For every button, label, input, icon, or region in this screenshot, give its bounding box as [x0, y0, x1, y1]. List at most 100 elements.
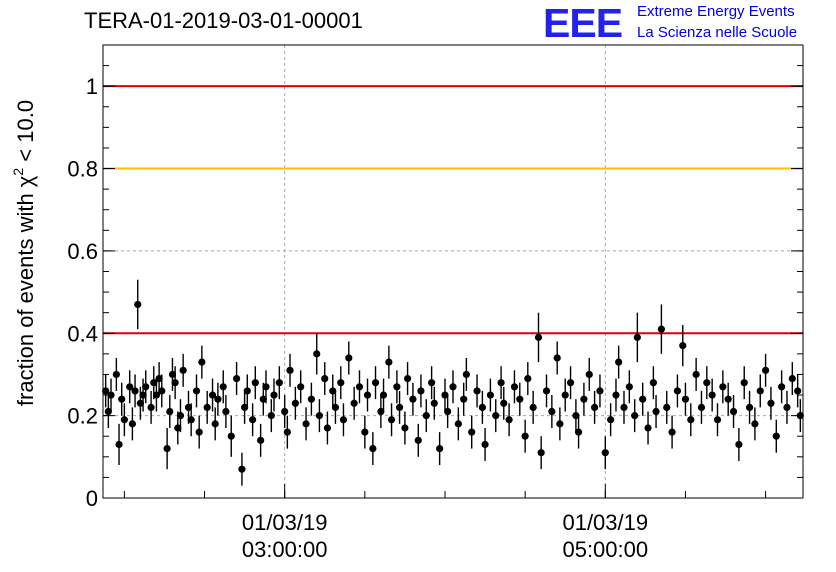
data-point [152, 391, 161, 399]
logo-text-line2: La Scienza nelle Scuole [637, 24, 798, 41]
data-point [745, 403, 754, 411]
data-point [783, 403, 791, 411]
data-point [385, 358, 393, 366]
y-tick-label: 0.6 [67, 239, 98, 264]
data-point [409, 395, 417, 403]
data-point [184, 403, 193, 411]
data-point [612, 391, 620, 399]
data-point [596, 387, 604, 395]
data-point [158, 387, 166, 395]
data-point [176, 412, 185, 420]
data-point [371, 379, 380, 387]
data-point [307, 395, 315, 403]
data-point [649, 379, 657, 387]
data-point [566, 379, 575, 387]
data-point [556, 420, 564, 428]
data-point [241, 403, 249, 411]
data-point [580, 395, 588, 403]
data-point [751, 420, 759, 428]
data-point [537, 449, 545, 457]
data-point [794, 387, 802, 395]
data-point [534, 333, 543, 341]
data-point [198, 358, 206, 366]
data-point [377, 407, 385, 416]
data-point [542, 387, 551, 395]
data-point [283, 428, 291, 436]
y-axis-label: fraction of events with χ2 < 10.0 [10, 100, 38, 406]
data-point [134, 300, 142, 309]
data-point [187, 416, 195, 424]
data-point [393, 383, 401, 391]
data-point [767, 399, 775, 407]
data-point [668, 428, 676, 436]
data-point [697, 403, 706, 411]
data-point [350, 399, 358, 407]
data-point [510, 383, 519, 391]
data-point [155, 374, 163, 383]
logo-text-line1: Extreme Energy Events [637, 3, 795, 20]
axes: 00.20.40.60.8101/03/1903:00:0001/03/1905… [67, 44, 803, 562]
data-point [481, 440, 489, 449]
data-point [436, 444, 444, 453]
y-tick-label: 0.2 [67, 404, 98, 429]
data-point [361, 428, 369, 436]
data-point [107, 391, 115, 399]
data-point [142, 383, 150, 391]
data-point [302, 420, 310, 428]
data-point [724, 395, 732, 403]
data-point [297, 383, 305, 391]
data-point [644, 424, 652, 432]
data-point [681, 395, 690, 403]
data-point [150, 379, 158, 387]
data-point [363, 391, 372, 399]
data-point [345, 354, 353, 362]
data-point [631, 412, 639, 420]
data-point [639, 395, 647, 403]
y-tick-label: 0.8 [67, 157, 98, 182]
data-point [238, 465, 246, 473]
data-point [548, 407, 556, 416]
data-point [663, 403, 671, 411]
data-point [136, 399, 145, 407]
data-point [211, 420, 219, 428]
data-point [214, 395, 222, 403]
data-point [331, 403, 340, 411]
eee-logo: EEE [543, 0, 623, 46]
data-point [227, 432, 235, 440]
data-point [192, 387, 201, 395]
data-point [652, 407, 660, 416]
data-point [735, 440, 743, 449]
data-point [249, 416, 257, 424]
data-point [417, 387, 425, 395]
data-point [168, 370, 177, 379]
y-tick-label: 1 [86, 74, 98, 99]
data-point [441, 391, 449, 399]
data-point [444, 407, 452, 416]
data-point [262, 383, 270, 391]
data-point [414, 436, 422, 444]
data-point [740, 379, 748, 387]
data-point [270, 391, 278, 399]
data-point [369, 444, 377, 453]
data-point [286, 366, 294, 374]
data-point [321, 374, 329, 383]
data-point [126, 383, 134, 391]
data-point [339, 416, 348, 424]
data-point [500, 399, 508, 407]
data-point [208, 391, 217, 399]
data-point [673, 387, 682, 395]
data-point [486, 391, 495, 399]
data-point [179, 366, 187, 374]
data-point [756, 387, 764, 395]
x-tick-label-date: 01/03/19 [562, 510, 648, 535]
data-point [115, 440, 123, 449]
data-point [692, 370, 700, 379]
data-point [729, 407, 738, 416]
data-point [323, 424, 332, 432]
data-point [708, 391, 716, 399]
data-point [131, 387, 139, 395]
data-point [524, 374, 532, 383]
data-point [772, 432, 780, 440]
data-point [687, 416, 695, 424]
data-point [521, 432, 529, 440]
